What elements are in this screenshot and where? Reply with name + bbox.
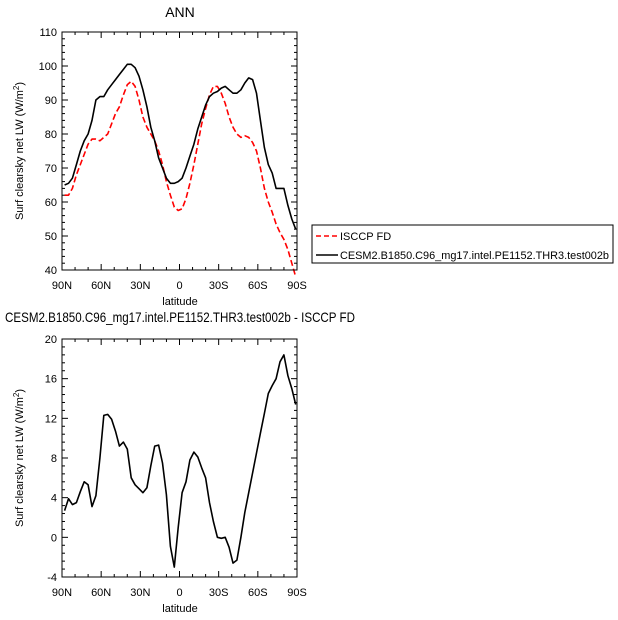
- y-tick-label: 40: [45, 265, 57, 277]
- tick-marks: [61, 31, 298, 271]
- x-tick-labels: 90N 60N 30N 0 30S 60S 90S: [52, 587, 307, 599]
- plot-frame: [61, 31, 298, 271]
- y-axis-label-superscript: 2: [12, 392, 21, 397]
- x-tick-label: 90N: [52, 587, 72, 599]
- series-line-cesm2-b1850-c96-mg17-intel-pe1152-thr3-t: [64, 63, 297, 230]
- x-tick-label: 60N: [91, 587, 111, 599]
- x-tick-label: 60S: [248, 587, 268, 599]
- chart-title: CESM2.B1850.C96_mg17.intel.PE1152.THR3.t…: [5, 309, 355, 325]
- x-axis-label: latitude: [162, 603, 197, 615]
- y-axis-label-main: Surf clearsky net LW (W/m: [14, 397, 26, 527]
- series-group: [64, 63, 297, 278]
- x-tick-label: 90S: [287, 280, 307, 292]
- y-tick-label: 60: [45, 197, 57, 209]
- y-tick-label: 0: [51, 532, 57, 544]
- series-line-difference: [63, 354, 297, 568]
- x-tick-label: 90N: [52, 280, 72, 292]
- plot-frame: [61, 338, 298, 578]
- y-tick-labels: 40 50 60 70 80 90 100 110: [39, 27, 57, 277]
- y-tick-label: 110: [39, 27, 57, 39]
- y-axis-label: Surf clearsky net LW (W/m2): [12, 389, 26, 527]
- x-tick-label: 60N: [91, 280, 111, 292]
- legend: ISCCP FD CESM2.B1850.C96_mg17.intel.PE11…: [311, 224, 614, 264]
- x-tick-label: 0: [176, 587, 182, 599]
- x-tick-label: 30S: [209, 587, 229, 599]
- x-tick-labels: 90N 60N 30N 0 30S 60S 90S: [52, 280, 307, 292]
- y-axis-label-superscript: 2: [12, 85, 21, 90]
- y-axis-label-end: ): [14, 389, 26, 393]
- y-tick-labels: -4 0 4 8 12 16 20: [45, 334, 57, 584]
- chart-title: ANN: [165, 4, 195, 20]
- y-tick-label: 80: [45, 129, 57, 141]
- x-tick-label: 30N: [130, 587, 150, 599]
- y-tick-label: 20: [45, 334, 57, 346]
- series-group: [63, 354, 297, 568]
- y-tick-label: 8: [51, 453, 57, 465]
- y-axis-label-main: Surf clearsky net LW (W/m: [14, 90, 26, 220]
- panel-difference: CESM2.B1850.C96_mg17.intel.PE1152.THR3.t…: [5, 309, 355, 615]
- y-tick-label: 16: [45, 374, 57, 386]
- legend-label-isccp: ISCCP FD: [340, 231, 391, 243]
- x-tick-label: 60S: [248, 280, 268, 292]
- y-tick-label: 12: [45, 413, 57, 425]
- y-tick-label: 90: [45, 95, 57, 107]
- tick-marks: [61, 338, 298, 578]
- x-tick-label: 90S: [287, 587, 307, 599]
- legend-label-cesm2: CESM2.B1850.C96_mg17.intel.PE1152.THR3.t…: [340, 250, 609, 262]
- series-line-isccp-fd: [64, 80, 297, 278]
- x-tick-label: 30S: [209, 280, 229, 292]
- legend-box: [311, 224, 614, 264]
- x-tick-label: 0: [176, 280, 182, 292]
- x-tick-label: 30N: [130, 280, 150, 292]
- y-axis-label-end: ): [14, 82, 26, 86]
- y-tick-label: 4: [51, 493, 57, 505]
- x-axis-label: latitude: [162, 296, 197, 308]
- y-axis-label: Surf clearsky net LW (W/m2): [12, 82, 26, 220]
- y-tick-label: 50: [45, 231, 57, 243]
- y-tick-label: 100: [39, 61, 57, 73]
- y-tick-label: -4: [47, 572, 57, 584]
- y-tick-label: 70: [45, 163, 57, 175]
